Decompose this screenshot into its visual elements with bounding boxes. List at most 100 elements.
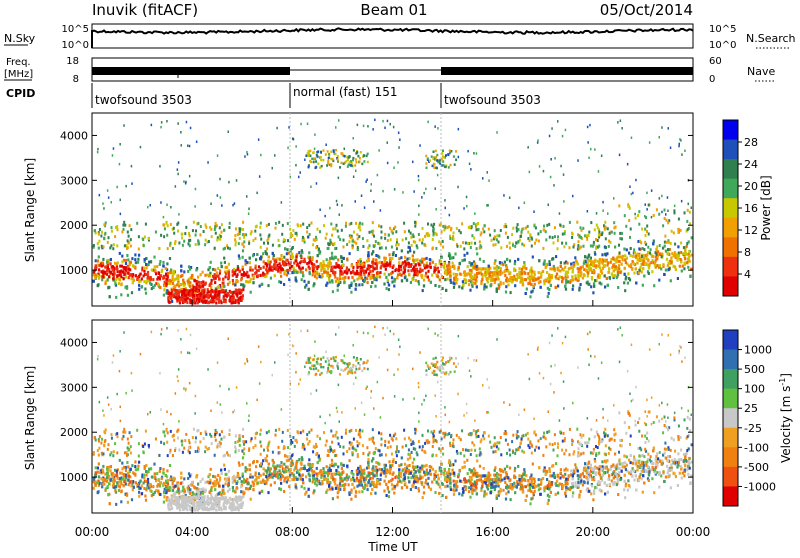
power-cell: [537, 139, 539, 142]
power-cell: [688, 210, 691, 214]
power-cell: [327, 243, 330, 247]
power-cell: [101, 230, 103, 234]
power-cell: [557, 120, 559, 123]
power-cell: [596, 245, 599, 249]
power-cell: [440, 158, 443, 161]
power-cell: [323, 270, 326, 274]
power-cell: [102, 202, 104, 205]
power-cell: [546, 279, 549, 283]
power-cell: [331, 280, 334, 284]
power-cell: [234, 227, 237, 231]
power-cell: [573, 243, 576, 247]
power-cell: [92, 270, 96, 274]
power-cell: [439, 222, 442, 226]
velocity-cell: [289, 461, 292, 465]
power-cell: [494, 270, 497, 274]
power-cell: [292, 137, 295, 141]
power-cell: [667, 268, 670, 271]
power-cell: [196, 290, 199, 293]
power-cell: [189, 301, 192, 305]
power-cell: [234, 240, 237, 244]
power-cell: [607, 270, 610, 274]
power-cell: [174, 242, 176, 245]
power-cell: [109, 262, 112, 266]
power-cell: [289, 175, 291, 179]
power-cell: [543, 282, 546, 286]
power-cell: [307, 280, 310, 284]
power-cell: [412, 235, 415, 238]
power-cell: [500, 246, 503, 250]
velocity-cell: [389, 471, 392, 475]
power-cell: [444, 156, 447, 159]
power-cell: [413, 261, 416, 265]
power-cell: [129, 238, 132, 242]
power-cell: [520, 272, 523, 276]
power-cell: [585, 268, 588, 272]
power-cell: [553, 267, 556, 271]
velocity-cell: [255, 465, 258, 469]
power-cell: [487, 227, 490, 231]
velocity-cell: [378, 467, 381, 471]
power-cell: [504, 223, 507, 226]
power-cell: [269, 260, 272, 264]
power-cell: [684, 257, 687, 261]
power-cell: [628, 264, 631, 268]
power-cell: [356, 233, 359, 237]
power-cell: [287, 146, 289, 150]
power-cell: [505, 278, 508, 282]
power-cell: [428, 258, 431, 262]
power-cell: [346, 165, 349, 168]
velocity-cell: [94, 466, 97, 470]
power-cell: [181, 290, 184, 294]
power-cell: [170, 268, 173, 272]
power-cell: [183, 282, 187, 286]
power-cell: [307, 265, 310, 269]
power-cell: [322, 263, 326, 267]
power-cell: [329, 206, 331, 210]
power-cell: [647, 203, 650, 207]
power-cell: [206, 273, 209, 277]
power-cell: [285, 258, 288, 262]
power-cell: [533, 270, 536, 274]
power-cell: [463, 278, 466, 282]
velocity-cell: [126, 461, 129, 464]
power-cell: [167, 296, 170, 299]
power-cell: [217, 266, 220, 270]
power-cell: [97, 246, 100, 250]
velocity-cell: [487, 483, 490, 487]
velocity-cell: [627, 479, 630, 483]
power-cell: [666, 196, 669, 199]
power-cell: [310, 221, 313, 225]
velocity-cell: [171, 488, 175, 492]
power-cell: [496, 131, 498, 134]
power-cell: [104, 281, 107, 285]
power-cell: [291, 271, 294, 275]
power-cell: [239, 297, 242, 301]
power-cell: [624, 261, 627, 265]
power-cell: [296, 270, 299, 274]
power-cell: [385, 275, 388, 279]
date-title: 05/Oct/2014: [600, 1, 693, 19]
power-cell: [641, 283, 644, 287]
power-cell: [339, 281, 342, 284]
power-cell: [475, 152, 478, 155]
velocity-cell: [680, 476, 683, 480]
power-cell: [212, 290, 216, 294]
power-cell: [403, 230, 406, 234]
power-cell: [599, 233, 602, 237]
power-cell: [304, 158, 306, 161]
power-cell: [350, 290, 353, 294]
power-cell: [670, 229, 673, 233]
power-cell: [324, 270, 328, 274]
velocity-cell: [453, 473, 456, 477]
power-cell: [92, 273, 95, 277]
power-cell: [550, 158, 552, 161]
power-cell: [584, 260, 587, 264]
power-cell: [343, 280, 346, 284]
power-cell: [188, 293, 191, 297]
power-cell: [328, 163, 331, 166]
velocity-cell: [530, 481, 533, 485]
power-cell: [331, 233, 334, 237]
velocity-cell: [625, 463, 628, 467]
power-cell: [427, 278, 430, 282]
